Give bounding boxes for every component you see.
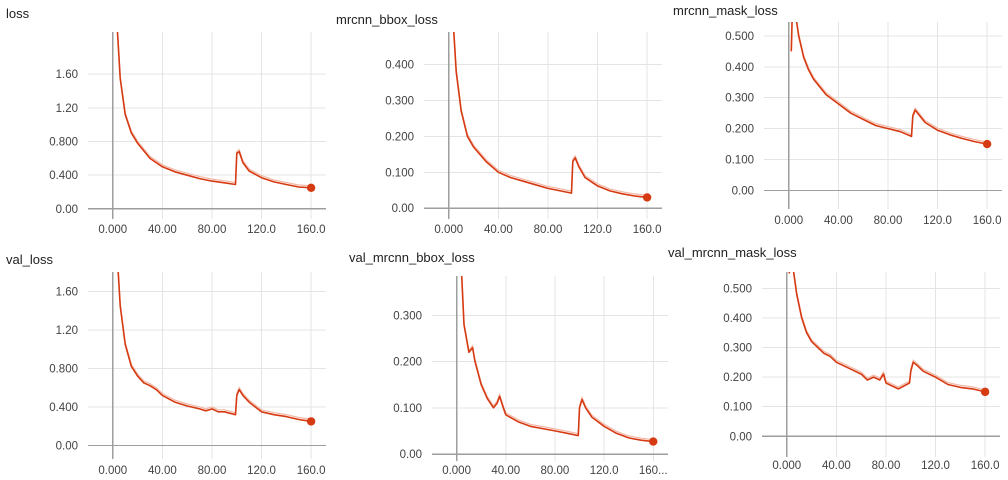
- series-end-point: [306, 183, 316, 193]
- x-tick-label: 0.000: [434, 224, 463, 236]
- y-tick-label: 0.200: [393, 357, 422, 369]
- series-end-point: [306, 417, 316, 426]
- y-tick-label: 0.100: [393, 403, 422, 415]
- series-end-point: [642, 193, 652, 202]
- chart-title: loss: [6, 6, 30, 21]
- y-tick-label: 0.00: [400, 449, 422, 461]
- x-tick-label: 0.000: [772, 460, 801, 472]
- chart-panel-mrcnn-mask-loss: mrcnn_mask_loss 0.000 40.00 80.00 120.0 160.…: [672, 0, 1008, 240]
- y-tick-label: 0.00: [56, 441, 78, 453]
- series-end-point: [649, 437, 658, 446]
- y-tick-label: 0.00: [732, 185, 754, 197]
- x-tick-label: 40.00: [148, 465, 177, 477]
- y-tick-label: 0.800: [49, 137, 78, 149]
- series-line: [117, 272, 312, 423]
- y-tick-label: 0.400: [385, 59, 414, 71]
- x-tick-label: 80.00: [198, 465, 227, 477]
- x-tick-label: 40.00: [822, 460, 851, 472]
- series-line: [460, 276, 654, 443]
- x-tick-label: 80.00: [872, 460, 901, 472]
- x-tick-label: 120.0: [583, 224, 612, 236]
- series-line: [116, 32, 312, 189]
- series-raw-line: [117, 272, 312, 420]
- x-tick-label: 80.00: [541, 465, 570, 477]
- y-tick-label: 0.500: [725, 31, 754, 43]
- chart-plot-mrcnn-mask-loss: 0.000 40.00 80.00 120.0 160.0 0.500 0.400 0.300…: [725, 22, 1002, 227]
- x-tick-label: 160.0: [297, 465, 326, 477]
- x-tick-label: 0.000: [774, 215, 803, 227]
- series-raw-line: [793, 272, 986, 391]
- x-tick-label: 40.00: [484, 224, 513, 236]
- y-tick-label: 0.00: [56, 204, 78, 216]
- y-tick-label: 0.300: [723, 342, 752, 354]
- chart-panel-val-mrcnn-bbox-loss: val_mrcnn_bbox_loss 0.000 40.00 80.00 120.0…: [336, 240, 672, 480]
- y-tick-label: 0.500: [723, 283, 752, 295]
- series-line: [453, 32, 648, 199]
- y-tick-label: 0.00: [392, 203, 414, 215]
- y-tick-label: 0.400: [723, 313, 752, 325]
- chart-title: val_loss: [6, 252, 53, 267]
- y-tick-label: 0.00: [730, 431, 752, 443]
- x-tick-label: 0.000: [98, 224, 127, 236]
- x-tick-label: 40.00: [824, 215, 853, 227]
- chart-panel-loss: loss 0.000 40.00 80.00 120.0 160.0 1.60 1.20 0.…: [0, 0, 336, 240]
- series-end-point: [982, 139, 992, 149]
- y-tick-label: 0.200: [725, 124, 754, 136]
- series-raw-line: [453, 32, 648, 196]
- series-line: [788, 272, 986, 393]
- series-line: [790, 22, 988, 145]
- y-tick-label: 1.20: [56, 325, 78, 337]
- chart-title: val_mrcnn_bbox_loss: [349, 250, 475, 265]
- y-tick-label: 0.200: [385, 131, 414, 143]
- x-tick-label: 40.00: [148, 224, 177, 236]
- x-tick-label: 160.0: [973, 215, 1002, 227]
- x-tick-label: 120.0: [921, 460, 950, 472]
- x-tick-label: 120.0: [247, 465, 276, 477]
- chart-panel-val-mrcnn-mask-loss: val_mrcnn_mask_loss 0.000 40.00 80.00 120.0…: [668, 240, 1008, 480]
- x-tick-label: 160.0: [633, 224, 662, 236]
- x-tick-label: 120.0: [590, 465, 619, 477]
- chart-title: val_mrcnn_mask_loss: [668, 245, 797, 260]
- chart-plot-loss: 0.000 40.00 80.00 120.0 160.0 1.60 1.20 0.800 0.…: [49, 32, 326, 236]
- chart-plot-val-mrcnn-mask-loss: 0.000 40.00 80.00 120.0 160.0 0.500 0.400 0.300…: [723, 272, 1000, 472]
- x-tick-label: 80.00: [198, 224, 227, 236]
- x-tick-label: 80.00: [534, 224, 563, 236]
- series-raw-line: [461, 276, 654, 441]
- series-end-point: [980, 387, 990, 397]
- y-tick-label: 0.300: [725, 93, 754, 105]
- y-tick-label: 0.200: [723, 372, 752, 384]
- x-tick-label: 40.00: [491, 465, 520, 477]
- y-tick-label: 0.400: [49, 170, 78, 182]
- x-tick-label: 160.0: [971, 460, 1000, 472]
- chart-plot-val-mrcnn-bbox-loss: 0.000 40.00 80.00 120.0 160... 0.300 0.200 0.10…: [393, 276, 668, 477]
- chart-plot-mrcnn-bbox-loss: 0.000 40.00 80.00 120.0 160.0 0.400 0.300 0.200…: [385, 32, 662, 236]
- chart-title: mrcnn_bbox_loss: [336, 12, 438, 27]
- y-tick-label: 1.60: [56, 286, 78, 298]
- y-tick-label: 1.20: [56, 103, 78, 115]
- series-raw-line: [117, 32, 312, 187]
- chart-plot-val-loss: 0.000 40.00 80.00 120.0 160.0 1.60 1.20 0.800 0.…: [49, 272, 326, 477]
- x-tick-label: 120.0: [247, 224, 276, 236]
- y-tick-label: 1.60: [56, 69, 78, 81]
- y-tick-label: 0.800: [49, 363, 78, 375]
- chart-panel-val-loss: val_loss 0.000 40.00 80.00 120.0 160.0 1.60 1.…: [0, 240, 336, 480]
- chart-panel-mrcnn-bbox-loss: mrcnn_bbox_loss 0.000 40.00 80.00 120.0 160.…: [336, 0, 672, 240]
- x-tick-label: 120.0: [923, 215, 952, 227]
- y-tick-label: 0.100: [725, 155, 754, 167]
- x-tick-label: 80.00: [874, 215, 903, 227]
- y-tick-label: 0.100: [385, 167, 414, 179]
- y-tick-label: 0.300: [393, 310, 422, 322]
- x-tick-label: 0.000: [442, 465, 471, 477]
- y-tick-label: 0.100: [723, 402, 752, 414]
- y-tick-label: 0.300: [385, 95, 414, 107]
- x-tick-label: 160...: [639, 465, 668, 477]
- x-tick-label: 0.000: [98, 465, 127, 477]
- y-tick-label: 0.400: [49, 402, 78, 414]
- y-tick-label: 0.400: [725, 62, 754, 74]
- chart-title: mrcnn_mask_loss: [673, 3, 778, 18]
- x-tick-label: 160.0: [297, 224, 326, 236]
- series-raw-line: [790, 22, 988, 143]
